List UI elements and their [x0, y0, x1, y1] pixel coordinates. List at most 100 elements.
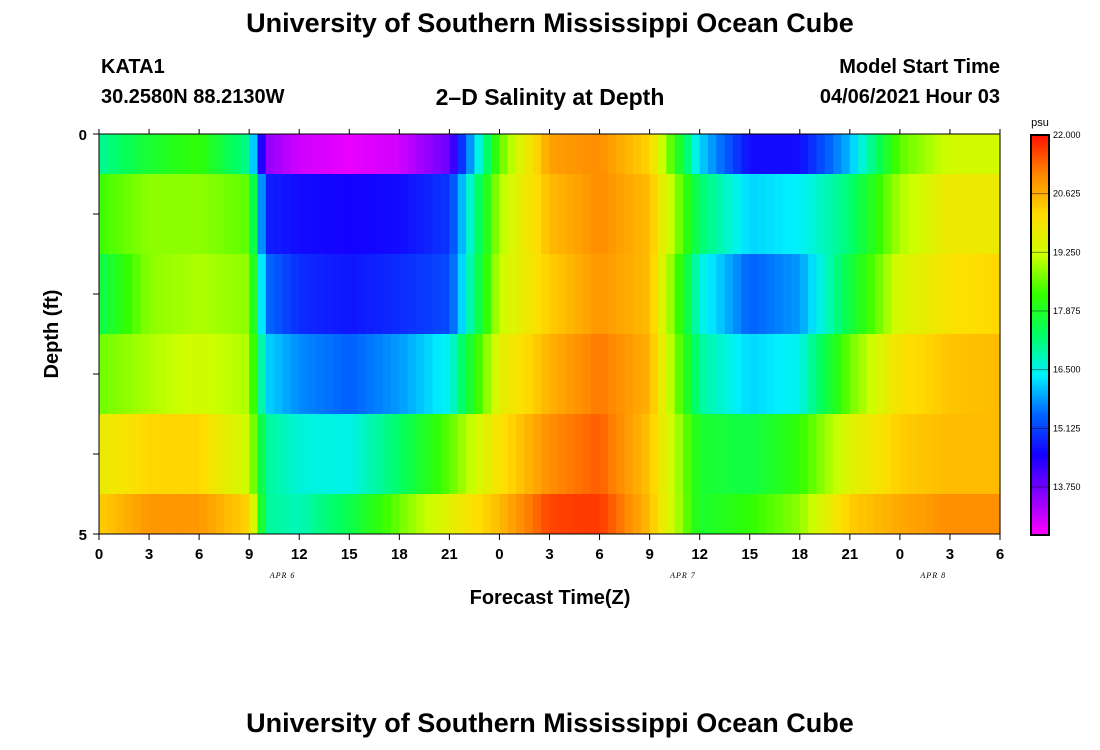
heatmap-cell [933, 254, 943, 334]
heatmap-cell [382, 494, 392, 534]
heatmap-cell [457, 174, 467, 254]
heatmap-cell [199, 414, 209, 494]
heatmap-cell [457, 254, 467, 334]
heatmap-cell [532, 334, 542, 414]
heatmap-cell [716, 334, 726, 414]
heatmap-cell [215, 254, 225, 334]
heatmap-cell [416, 494, 425, 534]
heatmap-cell [357, 174, 367, 254]
heatmap-cell [365, 174, 375, 254]
heatmap-cell [365, 414, 375, 494]
heatmap-cell [716, 254, 726, 334]
heatmap-cell [174, 174, 184, 254]
heatmap-cell [741, 494, 751, 534]
heatmap-cell [499, 174, 509, 254]
heatmap-cell [457, 134, 467, 174]
heatmap-cell [891, 174, 901, 254]
heatmap-cell [899, 134, 909, 174]
heatmap-cell [215, 134, 225, 174]
heatmap-cell [641, 334, 651, 414]
heatmap-cell [140, 414, 150, 494]
heatmap-cell [716, 494, 726, 534]
heatmap-cell [224, 174, 234, 254]
heatmap-cell [174, 414, 184, 494]
heatmap-cell [390, 254, 400, 334]
heatmap-cell [107, 254, 117, 334]
heatmap-cell [624, 334, 634, 414]
heatmap-cell [591, 494, 601, 534]
heatmap-cell [382, 254, 392, 334]
heatmap-cell [816, 494, 826, 534]
heatmap-cell [407, 254, 417, 334]
heatmap-cell [157, 254, 167, 334]
heatmap-cell [207, 334, 217, 414]
heatmap-cell [891, 494, 901, 534]
heatmap-cell [674, 494, 684, 534]
heatmap-cell [165, 494, 175, 534]
heatmap-cell [674, 134, 684, 174]
heatmap-cell [499, 134, 509, 174]
heatmap-cell [299, 254, 309, 334]
date-label: APR 8 [919, 571, 946, 580]
heatmap-cell [599, 254, 609, 334]
heatmap-cell [424, 254, 434, 334]
heatmap-cell [883, 334, 893, 414]
heatmap-cell [365, 334, 375, 414]
heatmap-cell [607, 334, 617, 414]
heatmap-cell [624, 494, 634, 534]
heatmap-cell [441, 414, 450, 494]
heatmap-cell [132, 334, 142, 414]
heatmap-cell [516, 254, 526, 334]
heatmap-cell [474, 414, 484, 494]
y-axis-label: Depth (ft) [41, 290, 63, 379]
heatmap-cell [491, 174, 501, 254]
heatmap-cell [190, 414, 200, 494]
heatmap-cell [340, 334, 350, 414]
heatmap-cell [441, 254, 450, 334]
heatmap-cell [599, 414, 609, 494]
heatmap-cell [949, 174, 959, 254]
heatmap-cell [474, 134, 484, 174]
heatmap-cell [315, 334, 325, 414]
heatmap-cell [541, 414, 551, 494]
heatmap-cell [799, 134, 809, 174]
heatmap-cell [466, 254, 476, 334]
heatmap-cell [99, 494, 108, 534]
heatmap-cell [549, 494, 559, 534]
heatmap-cell [682, 494, 692, 534]
heatmap-cell [724, 174, 734, 254]
heatmap-cell [833, 254, 843, 334]
heatmap-cell [107, 134, 117, 174]
heatmap-cell [399, 174, 409, 254]
heatmap-cell [933, 134, 943, 174]
heatmap-cell [849, 414, 859, 494]
heatmap-cell [282, 254, 292, 334]
heatmap-cell [232, 494, 242, 534]
heatmap-cell [799, 254, 809, 334]
heatmap-cell [165, 134, 175, 174]
heatmap-cell [232, 254, 242, 334]
heatmap-cell [532, 254, 542, 334]
heatmap-cell [132, 414, 142, 494]
heatmap-cell [416, 334, 425, 414]
heatmap-cell [215, 494, 225, 534]
heatmap-cell [799, 174, 809, 254]
heatmap-cell [891, 134, 901, 174]
heatmap-cell [149, 134, 158, 174]
heatmap-cell [524, 174, 534, 254]
heatmap-cell [974, 254, 984, 334]
heatmap-cell [649, 414, 659, 494]
heatmap-cell [866, 494, 876, 534]
heatmap-cell [758, 494, 767, 534]
heatmap-cell [766, 134, 776, 174]
heatmap-cell [749, 254, 759, 334]
heatmap-cell [332, 334, 342, 414]
heatmap-cell [566, 334, 576, 414]
heatmap-cell [290, 494, 300, 534]
heatmap-cell [674, 254, 684, 334]
heatmap-cell [966, 174, 976, 254]
x-tick-label: 9 [645, 546, 653, 563]
heatmap-cell [499, 254, 509, 334]
heatmap-cell [349, 134, 359, 174]
heatmap-cell [265, 334, 275, 414]
